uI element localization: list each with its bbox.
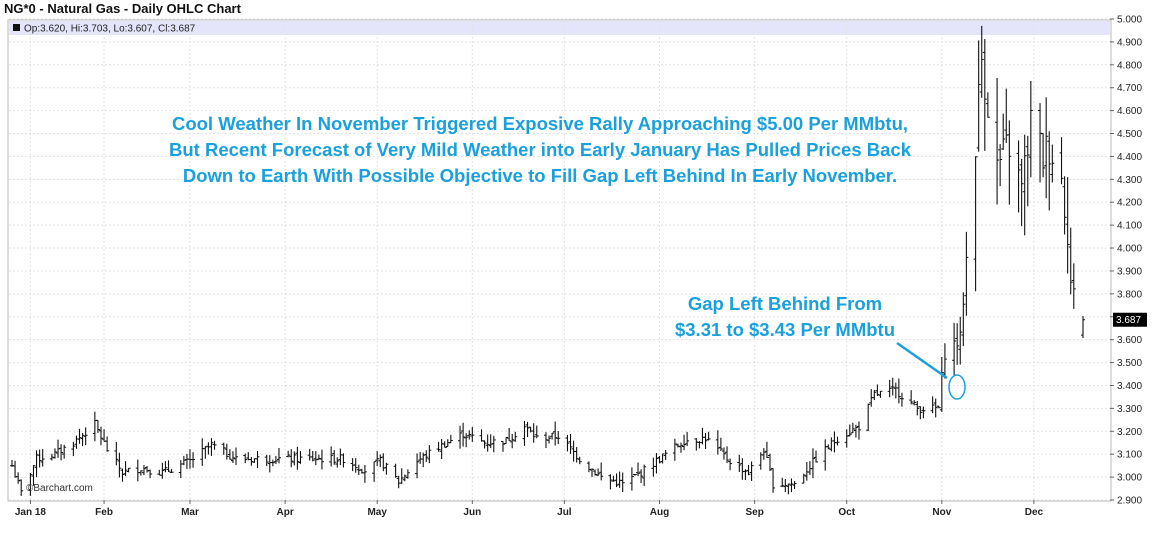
x-tick-label: Feb — [95, 507, 113, 518]
y-tick-label: 3.800 — [1117, 289, 1142, 300]
annotation-line: $3.31 to $3.43 Per MMbtu — [674, 319, 896, 340]
ohlc-readout-band — [9, 21, 1110, 35]
last-price-label: 3.687 — [1116, 315, 1141, 326]
y-tick-label: 4.900 — [1117, 37, 1142, 48]
x-tick-label: Nov — [932, 507, 951, 518]
annotation-line: Gap Left Behind From — [687, 293, 883, 314]
y-tick-label: 4.200 — [1117, 198, 1142, 209]
x-tick-label: Apr — [277, 507, 294, 518]
y-tick-label: 4.700 — [1117, 83, 1142, 94]
y-tick-label: 3.500 — [1117, 358, 1142, 369]
x-tick-label: Jul — [557, 507, 572, 518]
gap-callout-line — [896, 341, 948, 380]
y-tick-label: 4.400 — [1117, 152, 1142, 163]
x-tick-label: Dec — [1025, 507, 1044, 518]
y-tick-label: 4.800 — [1117, 60, 1142, 71]
y-tick-label: 3.600 — [1117, 335, 1142, 346]
grid-lines — [9, 18, 1110, 501]
annotation-line: But Recent Forecast of Very Mild Weather… — [169, 139, 911, 160]
x-tick-label: Jun — [463, 507, 481, 518]
y-tick-label: 4.000 — [1117, 244, 1142, 255]
annotation-line: Down to Earth With Possible Objective to… — [182, 165, 898, 186]
y-tick-label: 3.100 — [1117, 450, 1142, 461]
chart-title: NG*0 - Natural Gas - Daily OHLC Chart — [4, 1, 241, 16]
x-tick-label: Oct — [838, 507, 855, 518]
y-tick-label: 4.600 — [1117, 106, 1142, 117]
annotation-line: Cool Weather In November Triggered Expos… — [171, 113, 909, 134]
y-tick-label: 3.400 — [1117, 381, 1142, 392]
y-tick-label: 3.300 — [1117, 404, 1142, 415]
watermark: ©Barchart.com — [26, 483, 93, 494]
ohlc-readout: Op:3.620, Hi:3.703, Lo:3.607, Cl:3.687 — [24, 24, 196, 35]
x-tick-label: Jan 18 — [15, 507, 47, 518]
y-axis: 5.000 4.900 4.800 4.700 4.600 4.500 4.400 4.300… — [1110, 15, 1142, 507]
y-tick-label: 4.100 — [1117, 221, 1142, 232]
y-tick-label: 3.200 — [1117, 427, 1142, 438]
gap-marker-ellipse — [948, 374, 966, 400]
x-tick-label: Aug — [650, 507, 669, 518]
ohlc-bars — [10, 25, 1085, 496]
y-tick-label: 5.000 — [1117, 15, 1142, 26]
readout-square-icon — [13, 24, 20, 31]
annotation-gap: Gap Left Behind From $3.31 to $3.43 Per … — [640, 291, 930, 343]
last-price-box — [1113, 312, 1147, 327]
x-tick-label: Mar — [181, 507, 199, 518]
y-tick-label: 4.300 — [1117, 175, 1142, 186]
x-tick-label: May — [367, 507, 387, 518]
y-tick-label: 4.500 — [1117, 129, 1142, 140]
last-price-marker: 3.687 — [1113, 312, 1147, 327]
y-tick-label: 2.900 — [1117, 496, 1142, 507]
x-tick-label: Sep — [745, 507, 763, 518]
annotation-main: Cool Weather In November Triggered Expos… — [120, 111, 960, 189]
y-tick-label: 3.000 — [1117, 473, 1142, 484]
plot-area — [7, 19, 1112, 502]
y-tick-label: 3.900 — [1117, 266, 1142, 277]
x-axis: Jan 18 Feb Mar Apr May Jun Jul Aug Sep Oct Nov Dec — [15, 500, 1044, 518]
